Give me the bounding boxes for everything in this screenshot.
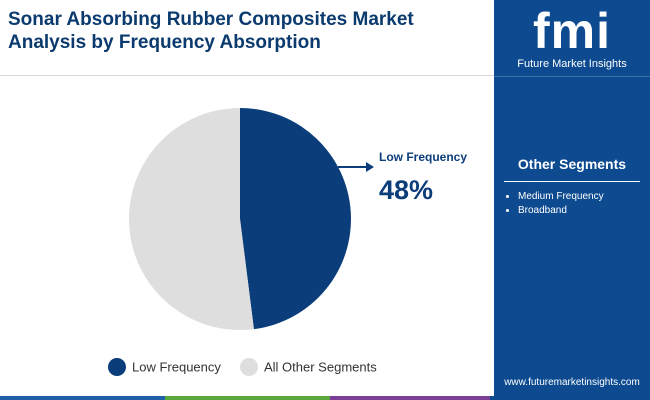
legend-marker	[240, 358, 258, 376]
pie-slice	[129, 108, 254, 330]
callout-label: Low Frequency	[379, 150, 467, 164]
logo: fmi	[533, 3, 611, 59]
callout-arrow	[366, 162, 374, 172]
sidebar-heading: Other Segments	[517, 156, 627, 172]
divider	[0, 75, 494, 76]
legend-label: All Other Segments	[264, 359, 377, 374]
legend-marker	[108, 358, 126, 376]
logo-text: Future Market Insights	[517, 58, 627, 70]
chart: Low Frequency 48% Low Frequency All Other S…	[108, 108, 467, 376]
website: www.futuremarketinsights.com	[504, 377, 640, 388]
legend-label: Low Frequency	[132, 359, 221, 374]
divider	[494, 76, 650, 77]
divider	[504, 181, 640, 182]
sidebar: fmi Future Market Insights Other Segment…	[494, 0, 650, 400]
chart-title: Sonar Absorbing Rubber Composites Market…	[8, 9, 414, 53]
segment-item: Broadband	[518, 204, 604, 218]
pie-slice	[240, 108, 352, 330]
segment-item: Medium Frequency	[518, 190, 604, 204]
segment-list: Medium FrequencyBroadband	[506, 190, 604, 218]
value-label: 48%	[379, 175, 433, 205]
color-stripe	[0, 396, 650, 400]
